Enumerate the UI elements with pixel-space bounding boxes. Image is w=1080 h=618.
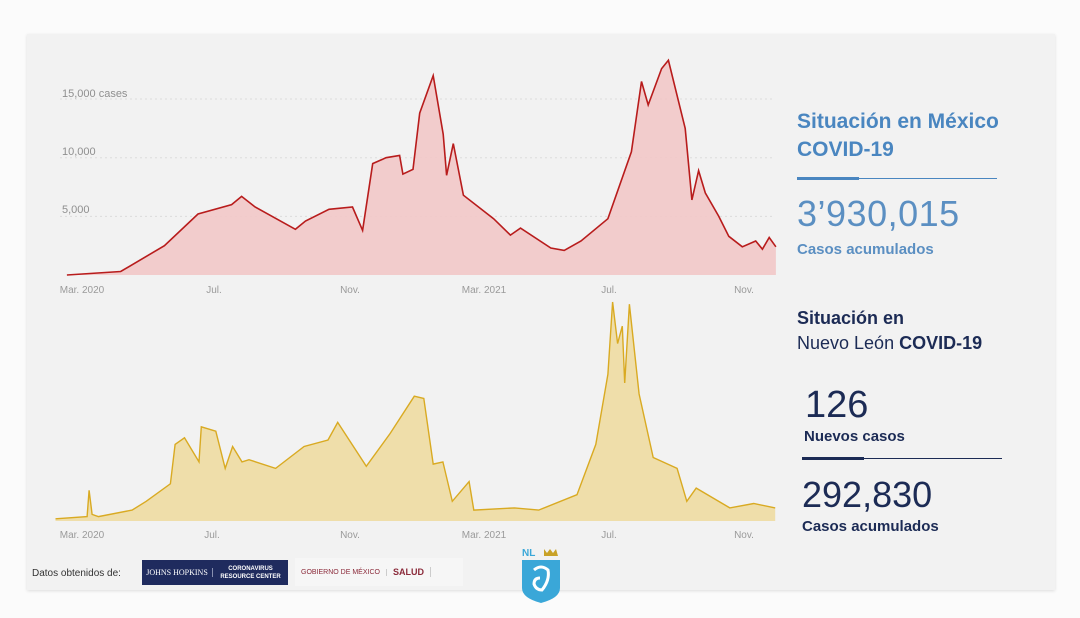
x-tick-label: Jul.: [601, 530, 617, 541]
nl-total-cases: 292,830: [802, 474, 933, 515]
nl-total-label: Casos acumulados: [802, 518, 939, 535]
x-tick-label: Nov.: [734, 285, 754, 296]
nl-cases-area: [55, 302, 776, 521]
mexico-cases-line: [66, 58, 777, 276]
x-tick-label: Jul.: [601, 285, 617, 296]
nl-divider: [802, 457, 1002, 460]
mexico-title-line2: COVID-19: [797, 138, 894, 161]
nl-title-state: Nuevo León: [797, 333, 895, 353]
salud-text: SALUD: [387, 567, 431, 577]
x-tick-label: Nov.: [340, 285, 360, 296]
x-tick-label: Mar. 2021: [461, 530, 507, 541]
jhu-center: CORONAVIRUS RESOURCE CENTER: [220, 565, 281, 580]
nl-new-cases-label: Nuevos casos: [804, 428, 905, 445]
mexico-title: Situación en México COVID-19: [797, 108, 999, 164]
mexico-total-label: Casos acumulados: [797, 241, 934, 258]
mexico-title-line1: Situación en México: [797, 110, 999, 133]
nl-title-line1: Situación en: [797, 308, 905, 328]
nl-title-line2: Nuevo León COVID-19: [797, 333, 982, 354]
mexico-total-cases: 3’930,015: [797, 193, 960, 234]
jhu-name: JOHNS HOPKINS: [142, 568, 213, 577]
x-tick-label: Mar. 2021: [461, 285, 507, 296]
nl-title-covid: COVID-19: [899, 333, 983, 353]
y-tick-label: 10,000: [62, 146, 96, 158]
x-tick-label: Nov.: [340, 530, 360, 541]
gob-mexico-text: GOBIERNO DE MÉXICO: [295, 568, 387, 576]
source-label: Datos obtenidos de:: [32, 568, 121, 579]
nl-logo-text: NL: [522, 548, 535, 559]
x-tick-label: Nov.: [734, 530, 754, 541]
gobierno-mexico-logo: GOBIERNO DE MÉXICO SALUD: [295, 558, 463, 586]
jhu-logo: JOHNS HOPKINS CORONAVIRUS RESOURCE CENTE…: [142, 560, 288, 585]
nuevo-leon-shield-logo: NL: [522, 548, 560, 603]
x-tick-label: Jul.: [204, 530, 220, 541]
x-tick-label: Mar. 2020: [59, 530, 105, 541]
mexico-cases-area: [66, 60, 776, 275]
y-tick-label: 15,000 cases: [62, 88, 128, 100]
y-tick-label: 5,000: [62, 204, 90, 216]
x-tick-label: Jul.: [206, 285, 222, 296]
x-tick-label: Mar. 2020: [59, 285, 105, 296]
nl-new-cases: 126: [805, 384, 869, 426]
mexico-divider: [797, 177, 997, 180]
nl-cases-line: [55, 301, 776, 520]
